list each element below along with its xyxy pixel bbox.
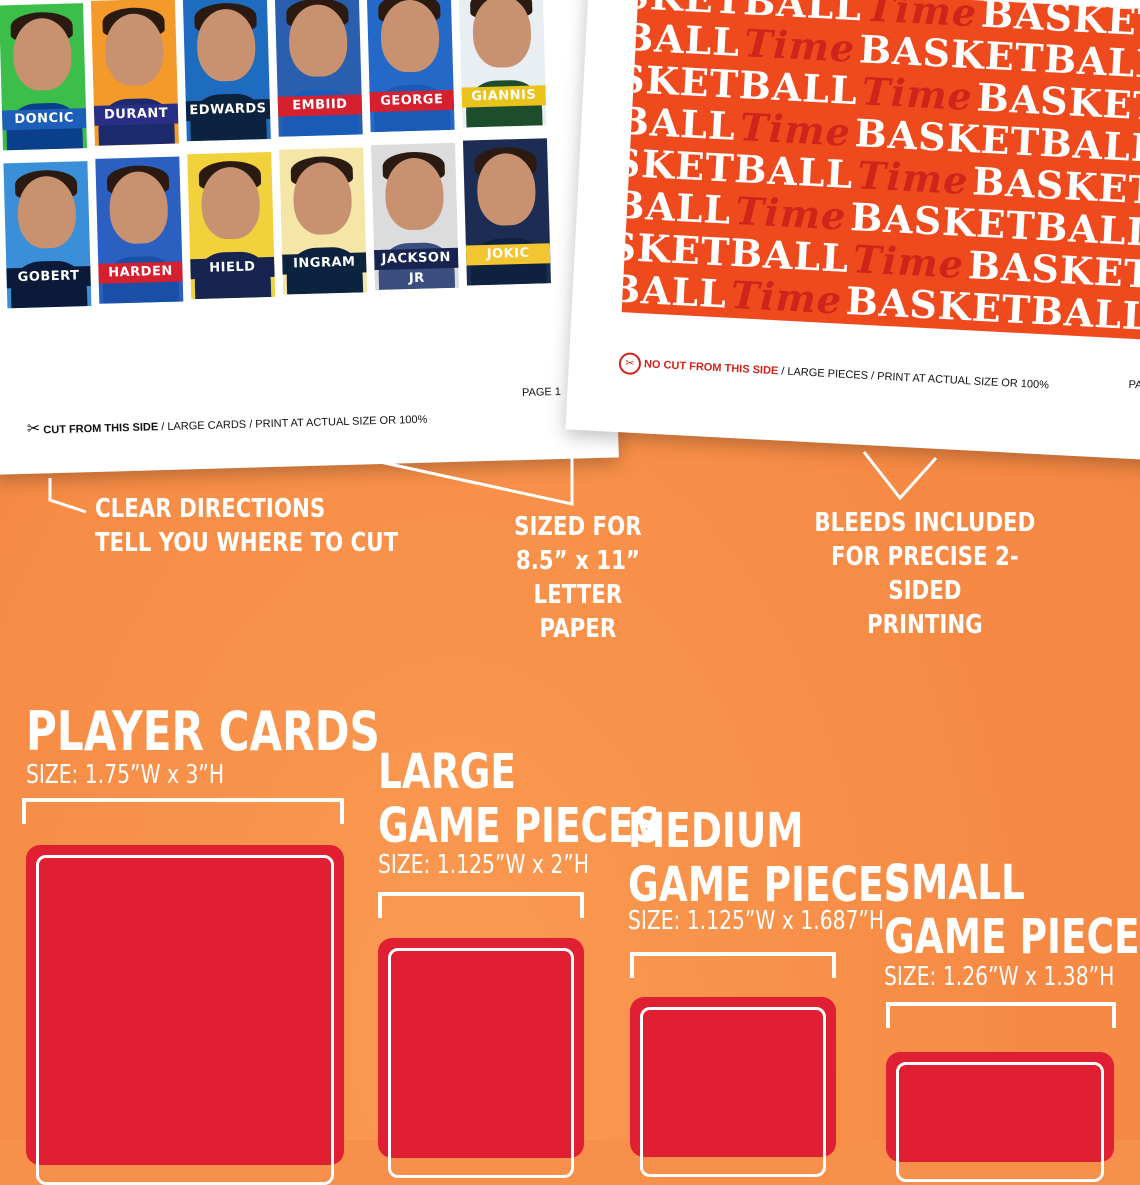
medium-title-line-2: GAME PIECES <box>628 857 911 913</box>
directions-callout: CLEAR DIRECTIONS TELL YOU WHERE TO CUT <box>95 492 398 560</box>
sized-line-1: SIZED FOR <box>514 512 642 542</box>
player-cards-title: PLAYER CARDS <box>26 700 380 763</box>
bleeds-line-3: PRINTING <box>867 610 983 640</box>
directions-line <box>48 478 87 514</box>
bleeds-callout: BLEEDS INCLUDED FOR PRECISE 2-SIDED PRIN… <box>808 506 1042 642</box>
medium-pieces-bracket <box>630 952 836 978</box>
bleeds-line-1: BLEEDS INCLUDED <box>814 508 1036 538</box>
small-title-line-1: SMALL <box>884 855 1025 911</box>
medium-game-piece <box>630 997 836 1177</box>
player-cards-size: SIZE: 1.75”W x 3”H <box>26 760 225 790</box>
medium-piece-inner-border <box>640 1007 826 1177</box>
medium-title-line-1: MEDIUM <box>628 803 804 859</box>
small-piece-inner-border <box>896 1062 1104 1182</box>
medium-pieces-title: MEDIUM GAME PIECES <box>628 804 911 912</box>
player-cards-bracket <box>22 798 344 824</box>
callout-lines <box>48 451 938 514</box>
large-piece-inner-border <box>388 948 574 1178</box>
large-title-line-1: LARGE <box>378 744 516 800</box>
directions-line-1: CLEAR DIRECTIONS <box>95 494 326 524</box>
small-game-piece <box>886 1052 1114 1182</box>
sized-callout: SIZED FOR 8.5” x 11” LETTER PAPER <box>500 510 656 646</box>
player-card-piece <box>26 845 344 1185</box>
bleeds-line-2: FOR PRECISE 2-SIDED <box>830 542 1019 606</box>
small-title-line-2: GAME PIECES <box>884 909 1140 965</box>
large-pieces-bracket <box>378 892 584 918</box>
large-pieces-title: LARGE GAME PIECES <box>378 745 661 853</box>
bleeds-line <box>862 451 938 501</box>
large-game-piece <box>378 938 584 1178</box>
medium-pieces-size: SIZE: 1.125”W x 1.687”H <box>628 906 885 936</box>
large-title-line-2: GAME PIECES <box>378 798 661 854</box>
directions-line-2: TELL YOU WHERE TO CUT <box>95 528 399 558</box>
sized-line <box>379 458 574 506</box>
sized-line-3: LETTER PAPER <box>533 580 623 644</box>
large-pieces-size: SIZE: 1.125”W x 2”H <box>378 850 590 880</box>
small-pieces-size: SIZE: 1.26”W x 1.38”H <box>884 962 1115 992</box>
small-pieces-title: SMALL GAME PIECES <box>884 856 1140 964</box>
small-pieces-bracket <box>886 1002 1116 1028</box>
player-card-inner-border <box>36 855 334 1185</box>
sized-line-2: 8.5” x 11” <box>515 546 640 576</box>
